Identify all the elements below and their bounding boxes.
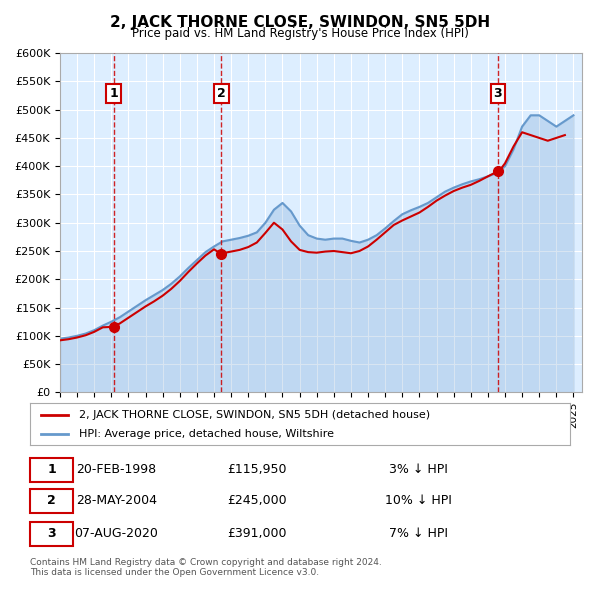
Text: £115,950: £115,950 — [227, 463, 287, 476]
Text: 3% ↓ HPI: 3% ↓ HPI — [389, 463, 448, 476]
Text: HPI: Average price, detached house, Wiltshire: HPI: Average price, detached house, Wilt… — [79, 428, 334, 438]
Text: 2: 2 — [217, 87, 226, 100]
Text: Price paid vs. HM Land Registry's House Price Index (HPI): Price paid vs. HM Land Registry's House … — [131, 27, 469, 40]
Text: 2: 2 — [47, 493, 56, 507]
Text: 1: 1 — [109, 87, 118, 100]
FancyBboxPatch shape — [30, 458, 73, 483]
Text: 7% ↓ HPI: 7% ↓ HPI — [389, 526, 448, 540]
Text: Contains HM Land Registry data © Crown copyright and database right 2024.
This d: Contains HM Land Registry data © Crown c… — [30, 558, 382, 577]
Text: 07-AUG-2020: 07-AUG-2020 — [74, 526, 158, 540]
Text: 3: 3 — [494, 87, 502, 100]
Text: 2, JACK THORNE CLOSE, SWINDON, SN5 5DH (detached house): 2, JACK THORNE CLOSE, SWINDON, SN5 5DH (… — [79, 410, 430, 420]
Text: 3: 3 — [47, 526, 56, 540]
Text: 20-FEB-1998: 20-FEB-1998 — [76, 463, 157, 476]
Text: 1: 1 — [47, 463, 56, 476]
FancyBboxPatch shape — [30, 522, 73, 546]
Text: 28-MAY-2004: 28-MAY-2004 — [76, 493, 157, 507]
FancyBboxPatch shape — [30, 489, 73, 513]
Text: £391,000: £391,000 — [227, 526, 287, 540]
Text: 2, JACK THORNE CLOSE, SWINDON, SN5 5DH: 2, JACK THORNE CLOSE, SWINDON, SN5 5DH — [110, 15, 490, 30]
Text: £245,000: £245,000 — [227, 493, 287, 507]
Text: 10% ↓ HPI: 10% ↓ HPI — [385, 493, 452, 507]
